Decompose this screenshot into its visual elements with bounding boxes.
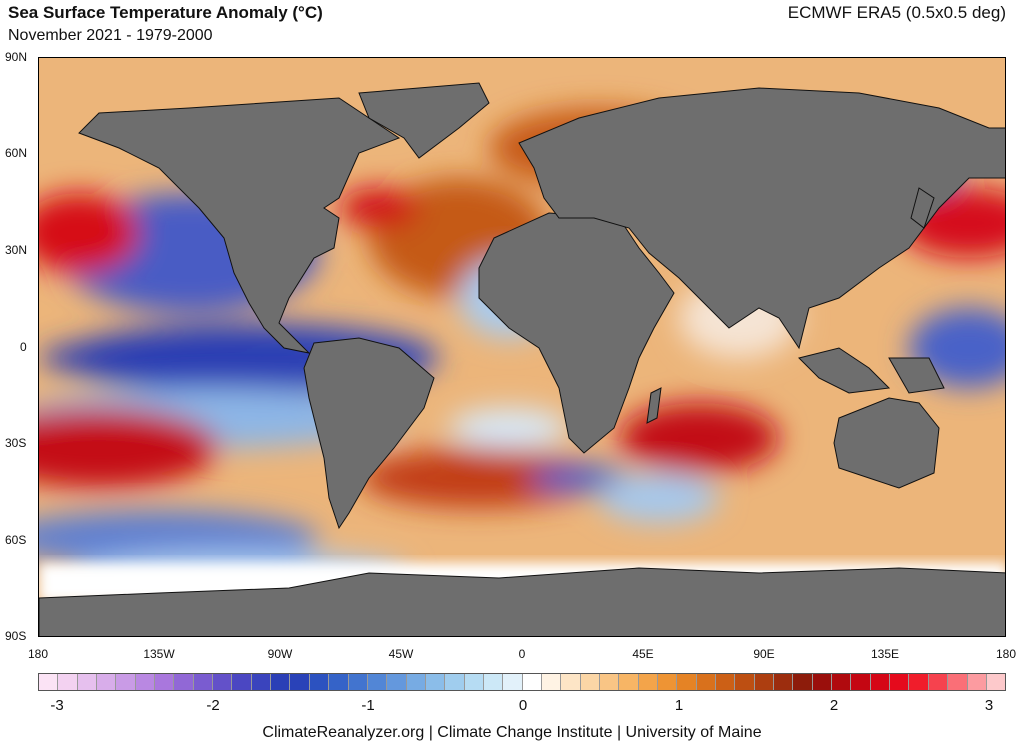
lat-label-90n: 90N: [5, 50, 28, 64]
color-scale-cell: [483, 674, 504, 690]
color-scale-cell: [503, 674, 523, 690]
color-scale-cell: [599, 674, 620, 690]
color-scale-cell: [406, 674, 426, 690]
lon-label-45e: 45E: [632, 647, 654, 661]
color-scale-cell: [39, 674, 59, 690]
map-title: Sea Surface Temperature Anomaly (°C): [8, 3, 323, 22]
color-scale-cell: [870, 674, 891, 690]
scale-label-3: 3: [984, 697, 994, 714]
color-scale-cell: [387, 674, 407, 690]
color-scale-cell: [97, 674, 117, 690]
color-scale-cell: [774, 674, 794, 690]
color-scale-bar: [38, 673, 1006, 691]
scale-label-minus3: -3: [50, 697, 64, 714]
lat-label-60s: 60S: [5, 533, 27, 547]
lat-label-60n: 60N: [5, 146, 28, 160]
scale-label-minus2: -2: [206, 697, 220, 714]
color-scale-cell: [271, 674, 291, 690]
color-scale-cell: [696, 674, 717, 690]
scale-label-2: 2: [829, 697, 839, 714]
scale-label-0: 0: [518, 697, 528, 714]
lat-label-90s: 90S: [5, 629, 27, 643]
lat-label-30n: 30N: [5, 243, 28, 257]
color-scale-cell: [832, 674, 852, 690]
lon-label-135w: 135W: [143, 647, 175, 661]
map-subtitle: November 2021 - 1979-2000: [8, 27, 213, 44]
color-scale-cell: [580, 674, 600, 690]
color-scale-cell: [213, 674, 233, 690]
color-scale-cell: [638, 674, 658, 690]
color-scale-cell: [193, 674, 214, 690]
color-scale-cell: [793, 674, 813, 690]
color-scale-cell: [890, 674, 910, 690]
color-scale-cell: [251, 674, 272, 690]
color-scale-cell: [367, 674, 388, 690]
color-scale-cell: [174, 674, 194, 690]
color-scale-cell: [135, 674, 156, 690]
color-scale-cell: [561, 674, 581, 690]
color-scale-cell: [735, 674, 755, 690]
color-scale-cell: [928, 674, 949, 690]
lon-label-135e: 135E: [870, 647, 900, 661]
color-scale-cell: [58, 674, 78, 690]
color-scale-cell: [541, 674, 562, 690]
lat-label-0: 0: [20, 340, 27, 354]
credit-line: ClimateReanalyzer.org | Climate Change I…: [262, 724, 762, 741]
color-scale-cell: [677, 674, 697, 690]
lat-label-30s: 30S: [5, 436, 27, 450]
color-scale-cell: [329, 674, 349, 690]
color-scale-cell: [909, 674, 929, 690]
color-scale-cell: [619, 674, 639, 690]
lon-label-45w: 45W: [388, 647, 414, 661]
color-scale-cell: [967, 674, 987, 690]
color-scale-cell: [658, 674, 678, 690]
lon-label-180w: 180: [27, 647, 49, 661]
sst-anomaly-map[interactable]: [38, 57, 1006, 637]
color-scale-cell: [716, 674, 736, 690]
color-scale-cell: [986, 674, 1006, 690]
color-scale-cell: [754, 674, 775, 690]
color-scale-cell: [425, 674, 446, 690]
color-scale-cell: [948, 674, 968, 690]
lon-label-90w: 90W: [267, 647, 293, 661]
color-scale-cell: [77, 674, 98, 690]
color-scale-cell: [851, 674, 871, 690]
color-scale-cell: [812, 674, 833, 690]
color-scale-cell: [522, 674, 542, 690]
lon-label-90e: 90E: [753, 647, 775, 661]
scale-label-1: 1: [674, 697, 684, 714]
scale-label-minus1: -1: [361, 697, 375, 714]
color-scale-cell: [309, 674, 330, 690]
color-scale-cell: [290, 674, 310, 690]
color-scale-cell: [348, 674, 368, 690]
color-scale-cell: [464, 674, 484, 690]
dataset-label: ECMWF ERA5 (0.5x0.5 deg): [787, 3, 1006, 22]
lon-label-180e: 180: [995, 647, 1017, 661]
color-scale-cell: [445, 674, 465, 690]
color-scale-cell: [155, 674, 175, 690]
lon-label-0: 0: [518, 647, 526, 661]
color-scale-cell: [116, 674, 136, 690]
color-scale-cell: [232, 674, 252, 690]
